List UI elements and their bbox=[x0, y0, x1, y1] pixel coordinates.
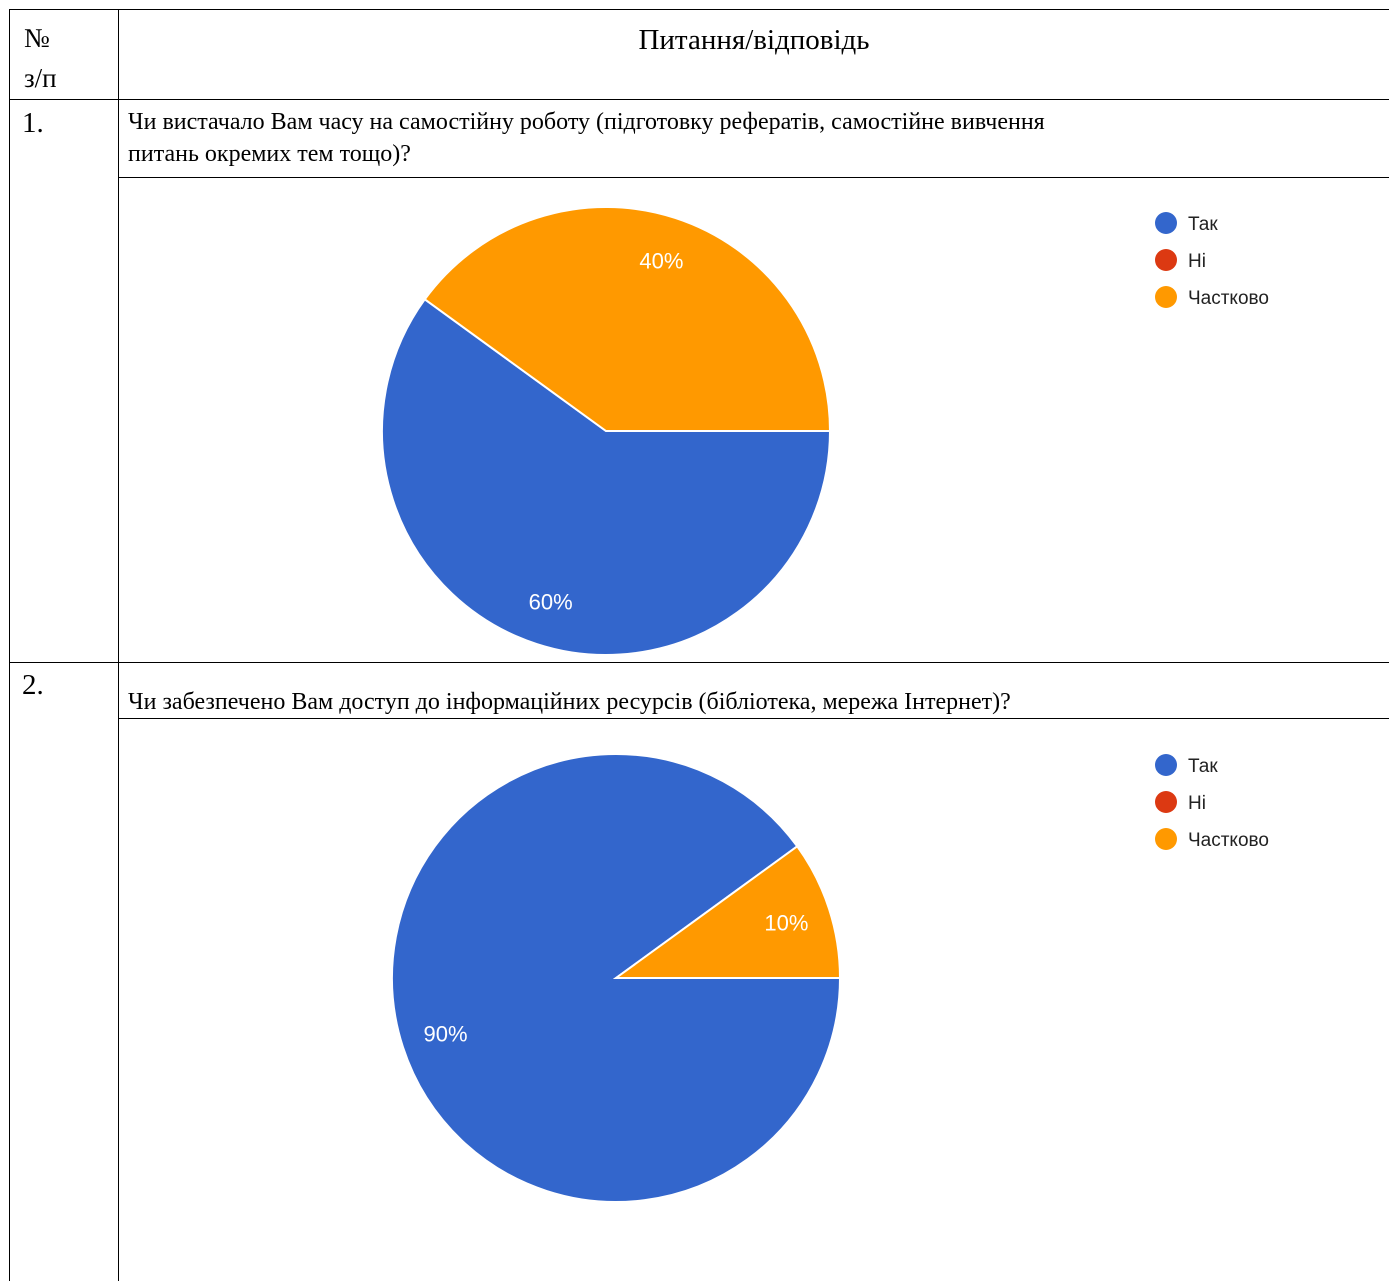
header-title: Питання/відповідь bbox=[638, 24, 870, 56]
row-number: 2. bbox=[22, 669, 44, 701]
row2-question-divider bbox=[118, 718, 1389, 719]
legend-swatch bbox=[1155, 286, 1177, 308]
row1-question-divider bbox=[118, 177, 1389, 178]
pie-chart-q1: 60% 40% Так Ні Частково bbox=[381, 206, 1269, 656]
pie-slice-label: 60% bbox=[529, 589, 573, 614]
pie-slice-label: 90% bbox=[424, 1021, 468, 1046]
column-divider bbox=[118, 9, 119, 1281]
legend-entry: Частково bbox=[1188, 830, 1269, 851]
legend-swatch bbox=[1155, 791, 1177, 813]
question-line: Чи вистачало Вам часу на самостійну робо… bbox=[128, 109, 1045, 135]
row-number: 1. bbox=[22, 107, 44, 139]
legend-entry: Частково bbox=[1188, 288, 1269, 309]
legend-swatch bbox=[1155, 754, 1177, 776]
border-left bbox=[9, 9, 10, 1281]
header-number-label: № bbox=[24, 23, 50, 53]
question-line: питань окремих тем тощо)? bbox=[128, 141, 411, 167]
legend-swatch bbox=[1155, 212, 1177, 234]
legend-entry: Ні bbox=[1188, 251, 1206, 272]
pie-slice-chastkovo bbox=[423, 206, 832, 432]
legend-entry: Так bbox=[1188, 214, 1218, 235]
legend-swatch bbox=[1155, 828, 1177, 850]
pie-slice-tak bbox=[381, 297, 832, 656]
header-number-sublabel: з/п bbox=[24, 63, 57, 93]
legend-swatch bbox=[1155, 249, 1177, 271]
question-text: Чи забезпечено Вам доступ до інформаційн… bbox=[128, 686, 1383, 718]
question-text: Чи вистачало Вам часу на самостійну робо… bbox=[128, 106, 1383, 170]
pie-slice-label: 40% bbox=[639, 249, 683, 274]
legend-entry: Так bbox=[1188, 756, 1218, 777]
header-row-divider bbox=[9, 99, 1389, 100]
question-line: Чи забезпечено Вам доступ до інформаційн… bbox=[128, 689, 1011, 715]
pie-chart-q2: 90% 10% Так Ні Частково bbox=[391, 753, 1269, 1203]
row-divider bbox=[9, 662, 1389, 663]
pie-slice-chastkovo bbox=[612, 844, 842, 979]
pie-slice-label: 10% bbox=[764, 911, 808, 936]
border-top bbox=[9, 9, 1389, 10]
legend-entry: Ні bbox=[1188, 793, 1206, 814]
